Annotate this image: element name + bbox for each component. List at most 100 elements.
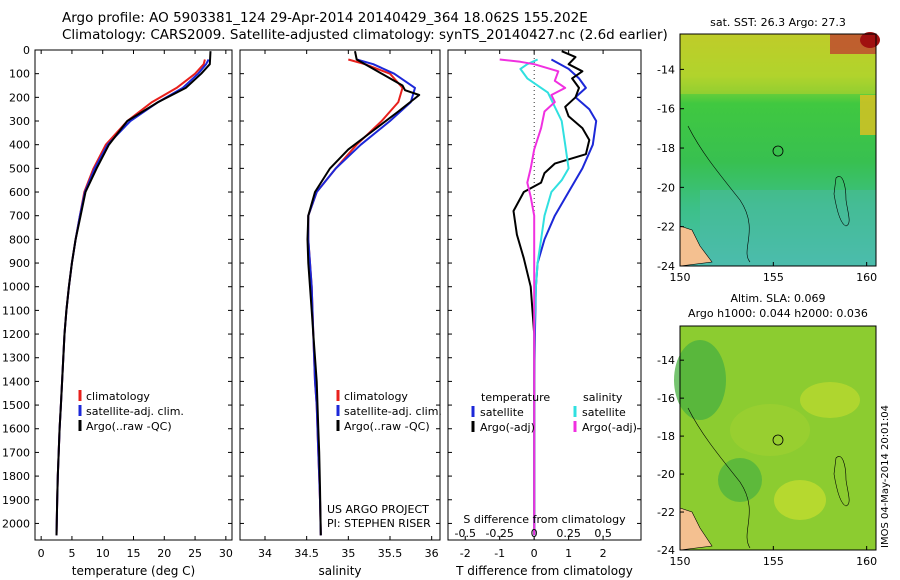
depth-tick-label: 1200: [2, 328, 30, 341]
difference-x-tick-label: 1: [565, 547, 572, 560]
depth-tick-label: 200: [9, 91, 30, 104]
depth-tick-label: 300: [9, 115, 30, 128]
temperature-x-tick-label: 0: [38, 547, 45, 560]
difference-x-axis-label: T difference from climatology: [455, 564, 633, 578]
temperature-legend-label: satellite-adj. clim.: [86, 405, 184, 418]
sst-map-contour: [687, 125, 751, 263]
depth-tick-label: 1000: [2, 281, 30, 294]
sla_map-y-tick-label: -24: [657, 544, 675, 557]
difference-legend-label-salinity: Argo(-adj): [582, 421, 637, 434]
sla-map-title: Altim. SLA: 0.069: [730, 292, 825, 305]
temperature-x-tick-label: 25: [188, 547, 202, 560]
difference-x-tick-label: -1: [494, 547, 505, 560]
imos-timestamp: IMOS 04-May-2014 20:01:04: [880, 405, 891, 548]
difference-series-s-satellite: [519, 58, 570, 536]
sla_map-y-tick-label: -22: [657, 506, 675, 519]
sst_map-y-tick-label: -18: [657, 142, 675, 155]
temperature-axes-frame: [34, 49, 233, 541]
difference-x-tick-label: 2: [600, 547, 607, 560]
sla-map-high-patch-2: [774, 480, 826, 520]
depth-tick-label: 500: [9, 162, 30, 175]
sla_map-x-tick-label: 155: [763, 555, 784, 568]
depth-tick-label: 0: [23, 44, 30, 57]
difference-salinity-tick-label: -0.5: [454, 527, 475, 540]
salinity-annotation: US ARGO PROJECT: [327, 503, 429, 516]
sla_map-y-tick-label: -18: [657, 430, 675, 443]
sst-map-argo-location: [772, 145, 784, 157]
difference-series-t-argo-adj-: [512, 50, 591, 536]
sst-map-frame: [679, 33, 877, 267]
sla-map-high-patch-1: [800, 382, 860, 418]
depth-tick-label: 1700: [2, 446, 30, 459]
sst_map-x-tick-label: 160: [856, 271, 877, 284]
sla-map-low-patch-2: [718, 458, 762, 502]
temperature-x-tick-label: 10: [96, 547, 110, 560]
salinity-legend-label: climatology: [344, 390, 408, 403]
difference-salinity-tick-label: 0: [531, 527, 538, 540]
sst_map-y-tick-label: -14: [657, 63, 675, 76]
depth-tick-label: 600: [9, 186, 30, 199]
figure-title-line-1: Argo profile: AO 5903381_124 29-Apr-2014…: [62, 10, 588, 26]
depth-tick-label: 1500: [2, 399, 30, 412]
salinity-x-tick-label: 34.5: [294, 547, 319, 560]
difference-salinity-tick-label: -0.25: [485, 527, 513, 540]
temperature-panel: 0 5 10 15 20 25 300100200300400500600700800900…: [2, 44, 233, 578]
depth-tick-label: 800: [9, 233, 30, 246]
figure-title-line-2: Climatology: CARS2009. Satellite-adjuste…: [62, 27, 668, 43]
salinity-x-tick-label: 34: [258, 547, 272, 560]
depth-tick-label: 1600: [2, 423, 30, 436]
temperature-x-tick-label: 30: [219, 547, 233, 560]
temperature-x-tick-label: 15: [127, 547, 141, 560]
salinity-legend-label: satellite-adj. clim.: [344, 405, 442, 418]
sla-map-reef-contour: [833, 456, 850, 507]
salinity-x-tick-label: 36: [425, 547, 439, 560]
difference-legend-title-salinity: salinity: [583, 391, 623, 404]
temperature-x-tick-label: 5: [68, 547, 75, 560]
sst-map-panel: 150 155 160 -14 -16 -18 -20 -22 -24 sat. SST: 26.…: [657, 16, 880, 284]
difference-legend-title-temperature: temperature: [481, 391, 550, 404]
difference-x-tick-label: 0: [531, 547, 538, 560]
sst-map-hot-core: [860, 32, 880, 48]
difference-x-axis-label-top: S difference from climatology: [463, 513, 626, 526]
sla_map-x-tick-label: 160: [856, 555, 877, 568]
depth-tick-label: 1100: [2, 304, 30, 317]
depth-tick-label: 100: [9, 68, 30, 81]
sla-map-low-patch-1: [674, 340, 726, 420]
salinity-panel: 34 34.5 35 35.5 36 salinity climatology satelli…: [239, 49, 442, 578]
sst_map-x-tick-label: 155: [763, 271, 784, 284]
sla-map-mid-patch: [730, 404, 810, 456]
temperature-series-argo-raw-qc-: [55, 51, 212, 536]
sst-map-cool-region: [700, 190, 876, 266]
sla_map-y-tick-label: -14: [657, 354, 675, 367]
salinity-annotation: PI: STEPHEN RISER: [327, 517, 431, 530]
salinity-series-argo-raw-qc-: [306, 50, 421, 536]
salinity-axes-frame: [239, 49, 441, 541]
sla-map-contour: [687, 407, 751, 549]
sla-map-frame: [679, 325, 877, 551]
sst_map-y-tick-label: -24: [657, 260, 675, 273]
sst_map-y-tick-label: -20: [657, 181, 675, 194]
difference-legend-label-temperature: satellite: [480, 406, 524, 419]
depth-tick-label: 1900: [2, 494, 30, 507]
difference-legend-label-salinity: satellite: [582, 406, 626, 419]
sla-map-argo-location: [772, 434, 784, 446]
salinity-x-axis-label: salinity: [318, 564, 361, 578]
depth-tick-label: 900: [9, 257, 30, 270]
sst_map-y-tick-label: -16: [657, 103, 675, 116]
sst-map-warm-edge: [860, 95, 876, 135]
sla-map-subtitle: Argo h1000: 0.044 h2000: 0.036: [688, 307, 868, 320]
sst-map-reef-contour: [833, 176, 850, 227]
difference-legend-label-temperature: Argo(-adj): [480, 421, 535, 434]
depth-tick-label: 1300: [2, 352, 30, 365]
salinity-x-tick-label: 35: [341, 547, 355, 560]
difference-axes-frame: [447, 49, 642, 541]
difference-salinity-tick-label: 0.5: [594, 527, 612, 540]
temperature-legend-label: climatology: [86, 390, 150, 403]
temperature-x-axis-label: temperature (deg C): [72, 564, 195, 578]
depth-tick-label: 1400: [2, 375, 30, 388]
temperature-x-tick-label: 20: [157, 547, 171, 560]
sla-map-panel: 150 155 160 -14 -16 -18 -20 -22 -24 Altim. SLA: 0…: [657, 292, 877, 568]
sla_map-y-tick-label: -16: [657, 392, 675, 405]
difference-x-tick-label: -2: [460, 547, 471, 560]
